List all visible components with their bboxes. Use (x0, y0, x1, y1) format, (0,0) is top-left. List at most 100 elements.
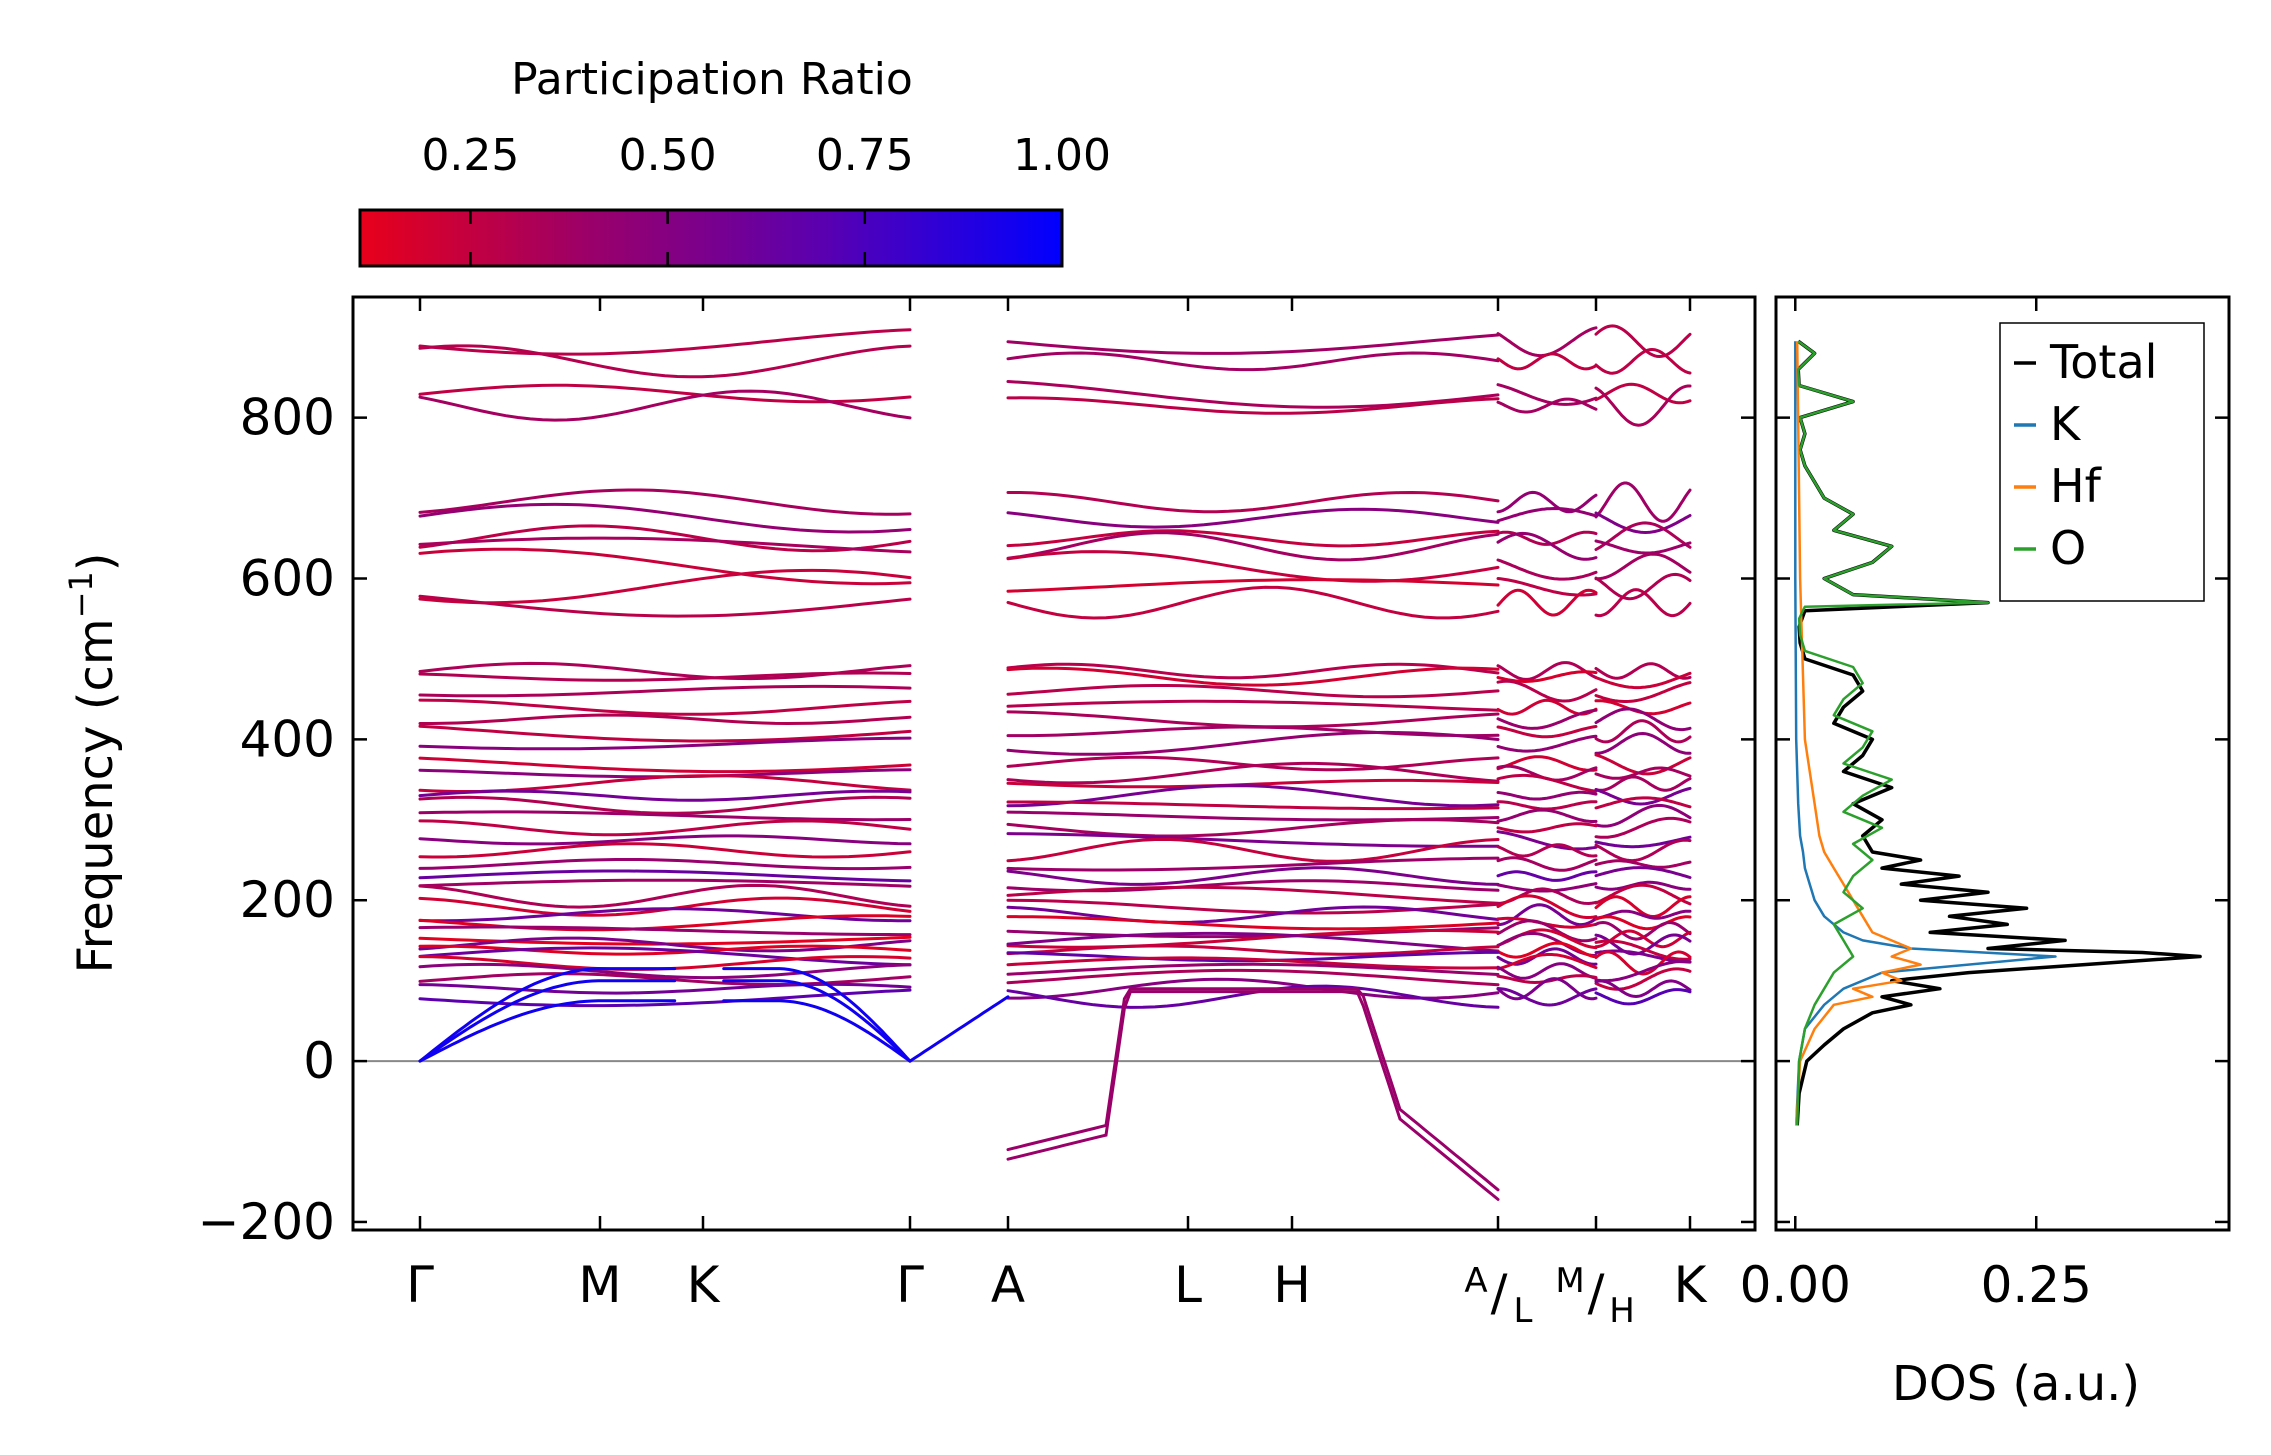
phonon-band (1006, 818, 1500, 838)
phonon-band (1496, 987, 1598, 1007)
phonon-band (1496, 822, 1598, 834)
phonon-band (1006, 662, 1500, 680)
phonon-band (1006, 351, 1500, 372)
phonon-band (1006, 800, 1500, 811)
phonon-band (1594, 988, 1692, 1006)
phonon-band (1594, 521, 1692, 551)
y-axis-label-main: Frequency (cm (68, 618, 124, 973)
band-structure-panel: −200 0 200 400 600 800 Γ M K Γ A L H A / L M … (62, 295, 1757, 1331)
phonon-band (1594, 939, 1692, 961)
phonon-band (1496, 725, 1598, 739)
phonon-band (418, 536, 912, 554)
phonon-band (1006, 666, 1500, 687)
colorbar-tick-label: 0.25 (421, 130, 519, 181)
phonon-band (1594, 979, 1692, 999)
phonon-band (418, 936, 912, 953)
phonon-band (1006, 529, 1500, 548)
phonon-band (1594, 719, 1692, 744)
phonon-band (1594, 796, 1692, 810)
phonon-band (1496, 800, 1598, 811)
kpath-label-al: A / L (1464, 1261, 1532, 1331)
phonon-band (1594, 766, 1692, 780)
y-tick-label: 200 (240, 871, 335, 929)
phonon-band (418, 547, 912, 586)
phonon-band (1594, 511, 1692, 535)
phonon-band (1496, 903, 1598, 927)
kpath-label-mh-bottom: H (1609, 1291, 1635, 1331)
dos-x-axis-label: DOS (a.u.) (1892, 1356, 2140, 1412)
dos-x-tick-label: 0.25 (1981, 1256, 2092, 1314)
dos-legend-items: Total K Hf O (2014, 335, 2157, 575)
dos-line-hf (1794, 341, 1922, 1126)
kpath-label-mh-slash: / (1588, 1264, 1605, 1322)
phonon-band (418, 795, 912, 815)
phonon-band (1006, 730, 1500, 756)
phonon-band (1006, 931, 1500, 953)
phonon-band (418, 946, 912, 967)
phonon-band (418, 834, 912, 846)
phonon-band (1006, 832, 1500, 848)
phonon-band (418, 756, 912, 774)
kpath-label-mh: M / H (1555, 1261, 1634, 1331)
phonon-band (1006, 699, 1500, 712)
phonon-band (1006, 778, 1500, 789)
soft-mode-band (1006, 987, 1500, 1192)
phonon-band (1594, 572, 1692, 601)
phonon-band (1594, 959, 1692, 983)
phonon-band (1594, 786, 1692, 806)
phonon-band (1496, 397, 1598, 414)
phonon-band (1496, 588, 1598, 617)
dos-lines (1794, 339, 2202, 1126)
phonon-band (1006, 490, 1500, 514)
phonon-band (1496, 558, 1598, 581)
phonon-band (1496, 755, 1598, 772)
dos-axes-frame (1774, 295, 2231, 1232)
phonon-band (1006, 550, 1500, 583)
kpath-label-k1: K (687, 1256, 721, 1314)
phonon-band (418, 568, 912, 605)
phonon-band (1496, 531, 1598, 561)
acoustic-branch (722, 967, 912, 1063)
phonon-band (418, 684, 912, 698)
phonon-band (1594, 909, 1692, 920)
phonon-band (1006, 962, 1500, 976)
phonon-band (418, 819, 912, 837)
acoustic-branch (722, 979, 912, 1063)
phonon-band (418, 502, 912, 534)
phonon-band (1006, 755, 1500, 772)
phonon-band (418, 883, 912, 909)
soft-mode-band (1006, 990, 1500, 1201)
phonon-band (1496, 953, 1598, 971)
acoustic-branch (418, 979, 677, 1063)
y-axis-label-close: ) (68, 552, 124, 571)
kpath-label-al-slash: / (1491, 1264, 1508, 1322)
kpath-label-gamma1: Γ (406, 1256, 434, 1314)
phonon-band (1594, 662, 1692, 680)
phonon-band (1496, 843, 1598, 858)
phonon-band (1496, 882, 1598, 893)
phonon-band (1594, 915, 1692, 931)
y-tick-label: 400 (240, 710, 335, 768)
phonon-band (1496, 941, 1598, 959)
dos-x-ticks: 0.00 0.25 (1740, 297, 2092, 1314)
phonon-band (1496, 490, 1598, 514)
phonon-band (418, 810, 912, 822)
phonon-band (1496, 870, 1598, 882)
phonon-band (1594, 859, 1692, 869)
phonon-band (418, 488, 912, 516)
phonon-band (1006, 956, 1500, 970)
phonon-band (1594, 753, 1692, 776)
kpath-label-k2: K (1674, 1256, 1708, 1314)
phonon-band (1496, 919, 1598, 943)
phonon-band (1496, 808, 1598, 823)
phonon-band (1594, 895, 1692, 918)
kpath-label-al-top: A (1464, 1261, 1487, 1301)
phonon-band (418, 344, 912, 379)
phonon-band (418, 789, 912, 802)
legend-label: O (2050, 521, 2086, 575)
phonon-band (1496, 352, 1598, 371)
phonon-band (1594, 347, 1692, 375)
phonon-band (1496, 977, 1598, 1001)
phonon-band (1594, 324, 1692, 359)
kpath-label-m: M (578, 1256, 621, 1314)
